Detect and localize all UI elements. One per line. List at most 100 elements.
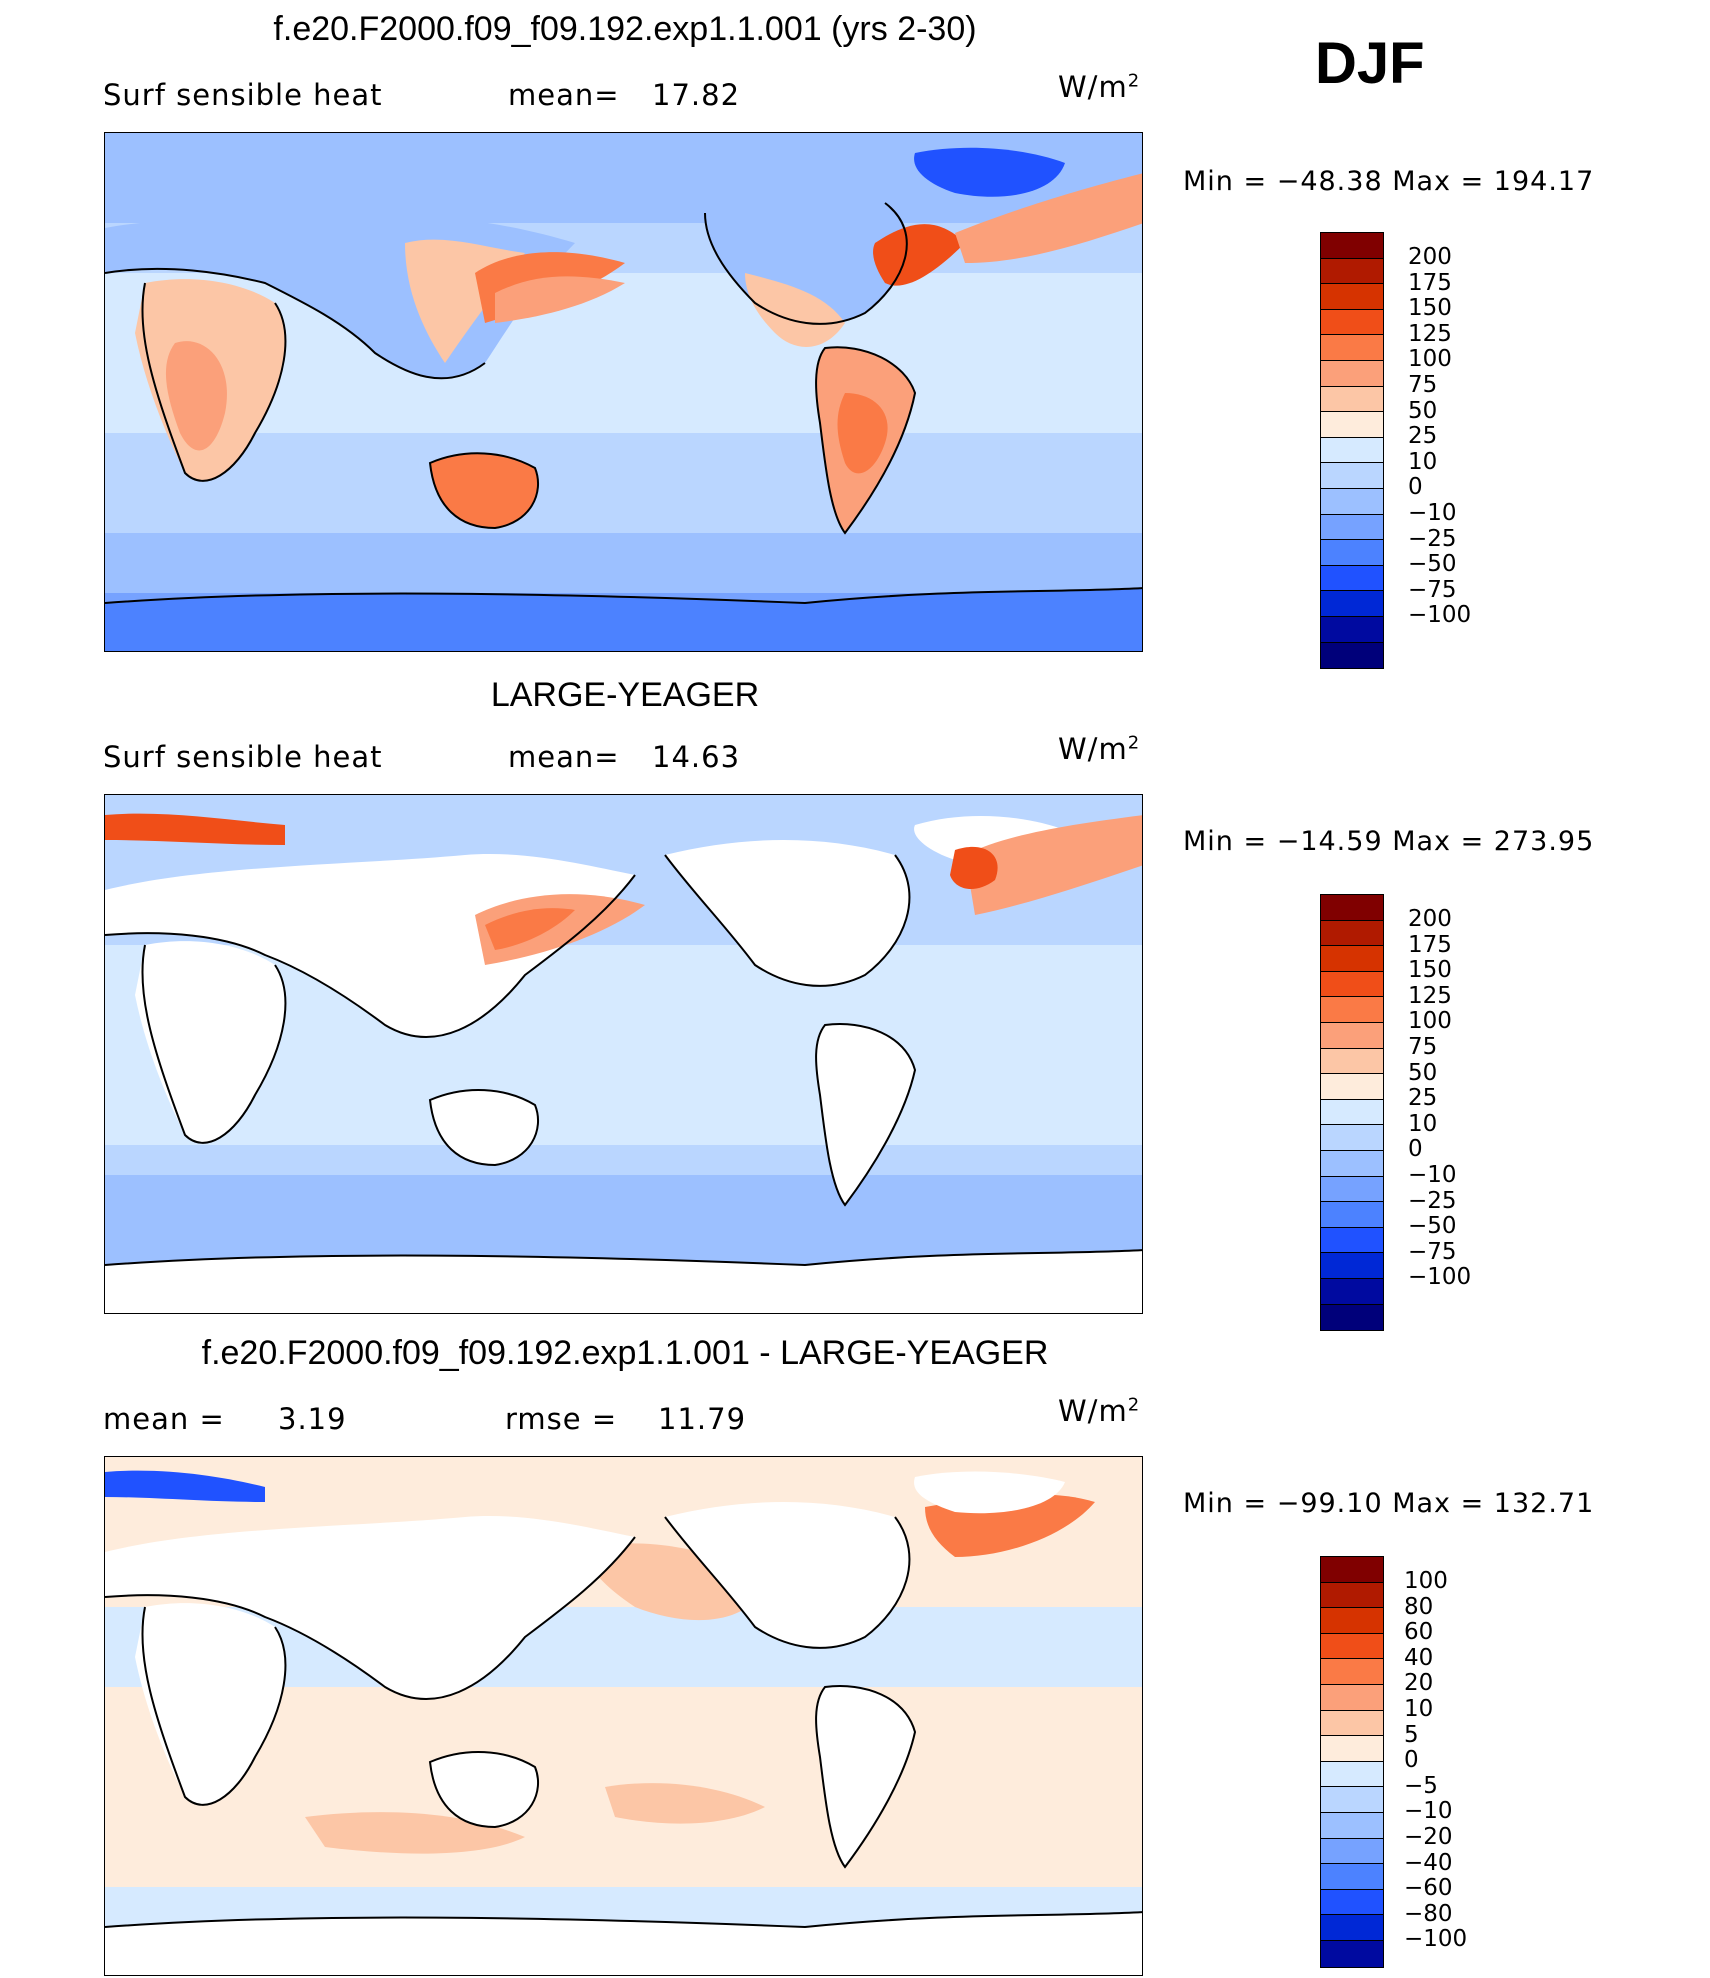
colorbar-level-label: 0 [1408, 474, 1423, 501]
colorbar-level-label: −75 [1408, 1238, 1457, 1265]
panel1-title: f.e20.F2000.f09_f09.192.exp1.1.001 (yrs … [273, 10, 977, 48]
colorbar-cell [1321, 514, 1383, 541]
colorbar-cell [1321, 997, 1383, 1023]
colorbar-level-label: −75 [1408, 576, 1457, 603]
colorbar-level-label: 75 [1408, 1033, 1438, 1060]
colorbar-level-label: −50 [1408, 1213, 1457, 1240]
colorbar-cell [1321, 309, 1383, 336]
colorbar-cell [1321, 1736, 1383, 1762]
colorbar-cell [1321, 1202, 1383, 1228]
colorbar-level-label: 60 [1404, 1619, 1434, 1646]
colorbar-level-label: 125 [1408, 982, 1452, 1009]
colorbar-level-label: −25 [1408, 525, 1457, 552]
panel2-units: W/m2 [1058, 732, 1141, 766]
panel1-colorbar [1320, 232, 1384, 670]
colorbar-cell [1321, 1787, 1383, 1813]
colorbar-cell [1321, 540, 1383, 566]
colorbar-cell [1321, 233, 1383, 259]
panel1-min-max: Min = −48.38 Max = 194.17 [1183, 166, 1595, 197]
colorbar-cell [1321, 1022, 1383, 1049]
colorbar-level-label: −100 [1408, 602, 1472, 629]
colorbar-level-label: 10 [1404, 1695, 1434, 1722]
colorbar-cell [1321, 1684, 1383, 1711]
panel3-min-max: Min = −99.10 Max = 132.71 [1183, 1488, 1595, 1519]
colorbar-cell [1321, 920, 1383, 947]
colorbar-cell [1321, 412, 1383, 438]
colorbar-level-label: −10 [1404, 1798, 1453, 1825]
colorbar-cell [1321, 1150, 1383, 1177]
colorbar-cell [1321, 1915, 1383, 1941]
panel3-rmse-label: rmse = [505, 1402, 618, 1436]
panel3-rmse-value: 11.79 [658, 1402, 747, 1436]
colorbar-cell [1321, 1176, 1383, 1203]
panel2-min-max: Min = −14.59 Max = 273.95 [1183, 826, 1595, 857]
colorbar-level-label: 5 [1404, 1721, 1419, 1748]
panel3-map [104, 1456, 1143, 1976]
colorbar-level-label: −80 [1404, 1900, 1453, 1927]
colorbar-level-label: 10 [1408, 1110, 1438, 1137]
colorbar-cell [1321, 386, 1383, 413]
colorbar-cell [1321, 1838, 1383, 1865]
colorbar-level-label: 0 [1408, 1136, 1423, 1163]
colorbar-cell [1321, 971, 1383, 998]
colorbar-cell [1321, 463, 1383, 489]
colorbar-cell [1321, 565, 1383, 592]
colorbar-level-label: −5 [1404, 1772, 1438, 1799]
panel2-colorbar-labels: 200 175 150 125 100 75 50 25 10 0 −10 −25 −50 −75 −100 [1408, 906, 1472, 1291]
panel2-title: LARGE-YEAGER [490, 676, 760, 714]
colorbar-level-label: −10 [1408, 499, 1457, 526]
colorbar-level-label: −100 [1408, 1264, 1472, 1291]
colorbar-cell [1321, 1812, 1383, 1839]
colorbar-cell [1321, 1048, 1383, 1075]
panel2-colorbar [1320, 894, 1384, 1332]
colorbar-level-label: 50 [1408, 397, 1438, 424]
colorbar-level-label: 150 [1408, 295, 1452, 322]
colorbar-level-label: −60 [1404, 1875, 1453, 1902]
panel1-mean-value: 17.82 [652, 78, 741, 112]
colorbar-cell [1321, 335, 1383, 361]
panel3-units: W/m2 [1058, 1394, 1141, 1428]
colorbar-level-label: 175 [1408, 931, 1452, 958]
colorbar-level-label: −40 [1404, 1849, 1453, 1876]
panel3-colorbar-labels: 100 80 60 40 20 10 5 0 −5 −10 −20 −40 −60 −80 −100 [1404, 1568, 1468, 1953]
colorbar-cell [1321, 895, 1383, 921]
panel3-title: f.e20.F2000.f09_f09.192.exp1.1.001 - LAR… [201, 1334, 1049, 1372]
colorbar-level-label: 80 [1404, 1593, 1434, 1620]
colorbar-cell [1321, 1761, 1383, 1788]
colorbar-level-label: −20 [1404, 1823, 1453, 1850]
colorbar-cell [1321, 1304, 1383, 1331]
colorbar-cell [1321, 1582, 1383, 1609]
colorbar-level-label: −100 [1404, 1926, 1468, 1953]
colorbar-cell [1321, 642, 1383, 669]
colorbar-level-label: 75 [1408, 371, 1438, 398]
panel1-mean-label: mean= [508, 78, 620, 112]
colorbar-cell [1321, 258, 1383, 285]
colorbar-cell [1321, 1940, 1383, 1967]
panel2-mean-value: 14.63 [652, 740, 741, 774]
colorbar-cell [1321, 591, 1383, 617]
panel2-variable-label: Surf sensible heat [103, 740, 383, 774]
colorbar-cell [1321, 1278, 1383, 1305]
colorbar-cell [1321, 488, 1383, 515]
colorbar-cell [1321, 616, 1383, 643]
panel3-mean-value: 3.19 [278, 1402, 347, 1436]
colorbar-level-label: 100 [1408, 1008, 1452, 1035]
colorbar-cell [1321, 1864, 1383, 1890]
panel3-mean-label: mean = [103, 1402, 225, 1436]
colorbar-cell [1321, 946, 1383, 972]
colorbar-level-label: 50 [1408, 1059, 1438, 1086]
colorbar-cell [1321, 1710, 1383, 1737]
colorbar-level-label: 20 [1404, 1670, 1434, 1697]
colorbar-level-label: 200 [1408, 244, 1452, 270]
colorbar-level-label: −25 [1408, 1187, 1457, 1214]
colorbar-cell [1321, 360, 1383, 387]
colorbar-cell [1321, 1125, 1383, 1151]
colorbar-cell [1321, 1227, 1383, 1254]
colorbar-level-label: 25 [1408, 1085, 1438, 1112]
colorbar-level-label: 40 [1404, 1644, 1434, 1671]
panel2-map [104, 794, 1143, 1314]
panel1-variable-label: Surf sensible heat [103, 78, 383, 112]
colorbar-cell [1321, 1633, 1383, 1660]
colorbar-level-label: 0 [1404, 1747, 1419, 1774]
colorbar-level-label: 200 [1408, 906, 1452, 932]
